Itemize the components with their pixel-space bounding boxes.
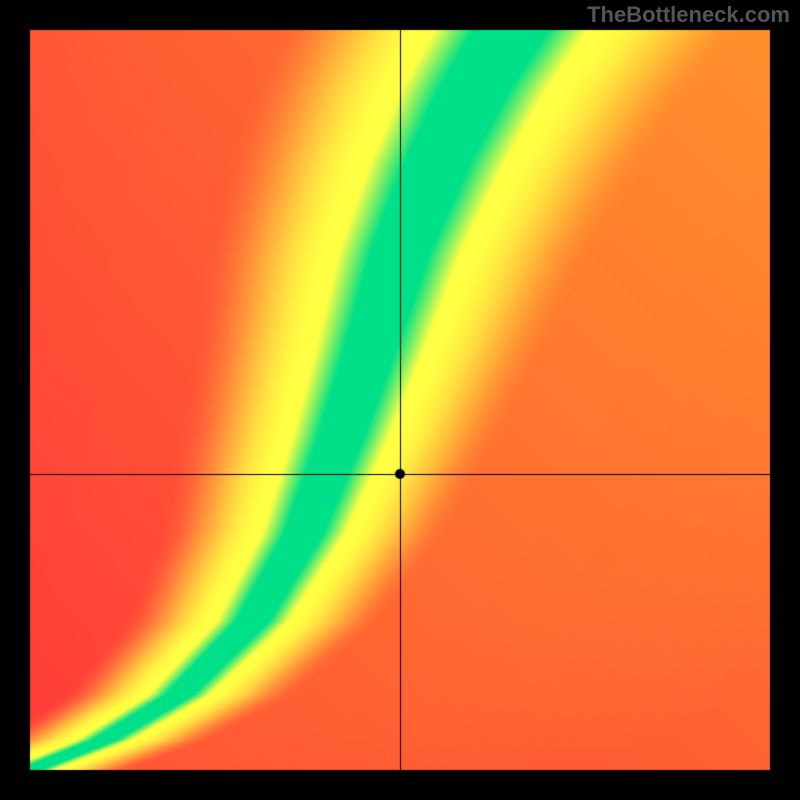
bottleneck-heatmap-canvas xyxy=(0,0,800,800)
chart-container: TheBottleneck.com xyxy=(0,0,800,800)
watermark-text: TheBottleneck.com xyxy=(587,2,790,28)
